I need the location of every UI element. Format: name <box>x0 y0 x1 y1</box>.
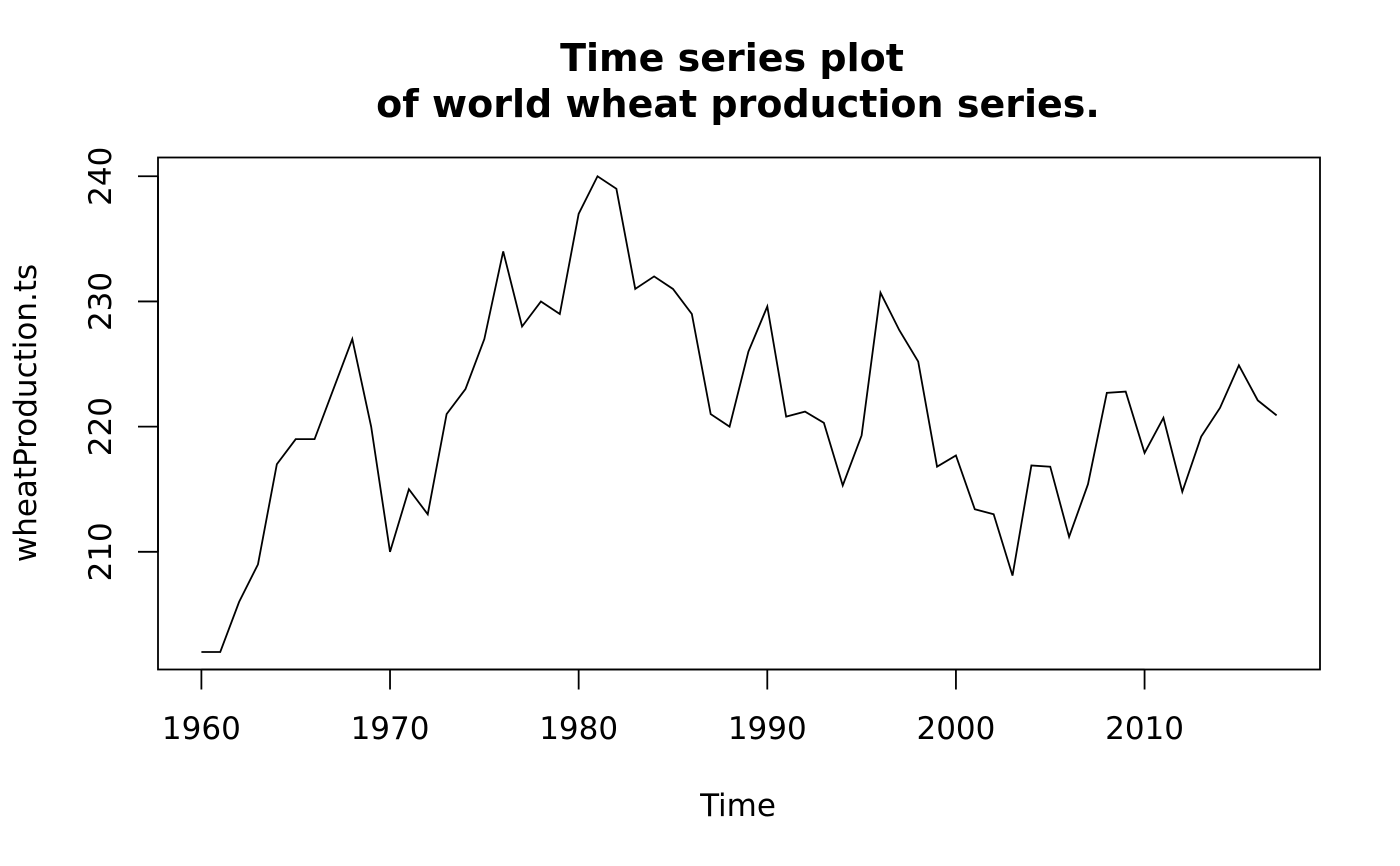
series-layer <box>201 174 1278 653</box>
x-axis: 1960 1970 1980 1990 2000 2010 <box>162 668 1184 747</box>
chart-title-line2: of world wheat production series. <box>376 82 1100 126</box>
x-tick-label: 1980 <box>539 711 618 747</box>
y-tick-label: 220 <box>83 397 119 456</box>
y-tick-label: 240 <box>83 147 119 206</box>
plot-frame <box>157 156 1321 671</box>
y-tick-label: 230 <box>83 272 119 331</box>
x-tick-label: 2010 <box>1105 711 1184 747</box>
series-line <box>201 174 1278 653</box>
y-axis-label: wheatProduction.ts <box>8 264 44 562</box>
x-tick-label: 1960 <box>162 711 241 747</box>
chart-title-line1: Time series plot <box>560 36 904 80</box>
y-tick-label: 210 <box>83 522 119 581</box>
x-tick-label: 2000 <box>916 711 995 747</box>
x-axis-label: Time <box>699 788 776 824</box>
x-tick-label: 1990 <box>728 711 807 747</box>
y-axis: 210 220 230 240 <box>83 147 159 581</box>
x-tick-label: 1970 <box>351 711 430 747</box>
